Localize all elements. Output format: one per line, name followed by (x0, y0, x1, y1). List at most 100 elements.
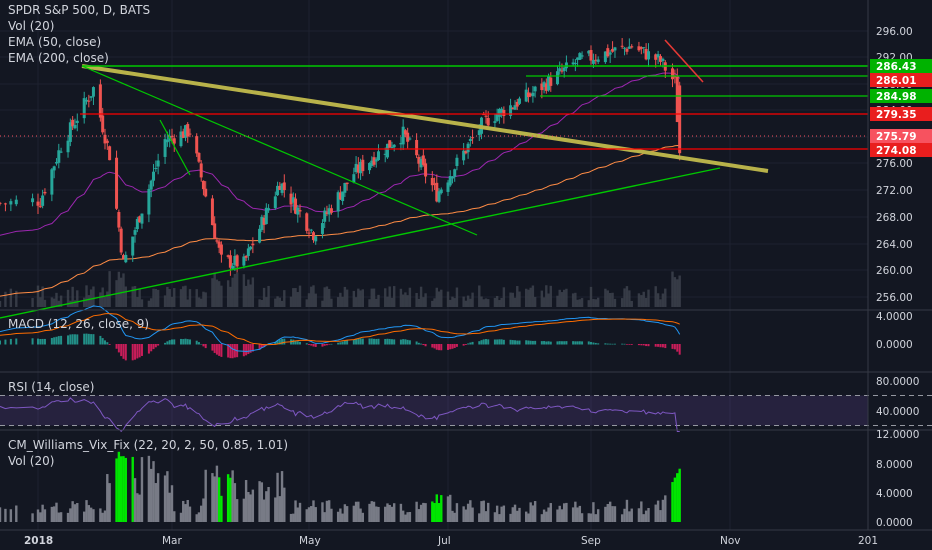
vix-bar (357, 501, 360, 522)
macd-histogram-bar (659, 344, 662, 348)
macd-histogram-bar (560, 341, 563, 345)
volume-bar (516, 286, 519, 307)
volume-bar (131, 286, 134, 307)
macd-label[interactable]: MACD (12, 26, close, 9) (8, 317, 150, 331)
candle-body (345, 182, 349, 185)
macd-histogram-bar (249, 344, 252, 353)
candle-body (66, 140, 70, 153)
rsi-label[interactable]: RSI (14, close) (8, 380, 95, 394)
macd-histogram-bar (53, 337, 56, 345)
time-axis[interactable]: 2018 Mar May Jul Sep Nov 201 (24, 535, 878, 547)
vix-bar (390, 506, 394, 522)
macd-histogram-bar (361, 338, 364, 345)
volume-bar (596, 297, 600, 307)
candle-body (325, 212, 329, 214)
candle-body (170, 136, 174, 138)
macd-histogram-bar (292, 339, 295, 345)
vix-label[interactable]: CM_Williams_Vix_Fix (22, 20, 2, 50, 0.85… (8, 438, 289, 452)
candle-body (0, 202, 2, 204)
macd-histogram-bar (563, 341, 566, 345)
symbol-title[interactable]: SPDR S&P 500, D, BATS (8, 3, 151, 17)
study-vol[interactable]: Vol (20) (8, 19, 55, 33)
macd-histogram-bar (71, 334, 74, 345)
macd-histogram-bar (120, 344, 123, 357)
price-tag-box (870, 129, 932, 143)
macd-histogram-bar (104, 340, 106, 345)
macd-histogram-bar (556, 341, 559, 345)
red-short-line (664, 39, 704, 83)
macd-histogram-bar (215, 344, 218, 355)
volume-bar (182, 286, 185, 307)
volume-bar (576, 299, 579, 307)
vix-bar (596, 509, 600, 522)
vix-bar (578, 505, 582, 522)
volume-bar (354, 297, 358, 307)
yellow-trendline (81, 64, 769, 173)
candle-body (165, 139, 169, 143)
volume-bar (339, 292, 342, 307)
macd-histogram-bar (621, 343, 624, 345)
vix-bar (471, 507, 474, 522)
macd-histogram-bar (90, 334, 93, 345)
macd-histogram-bar (496, 339, 499, 345)
vix-bar (558, 505, 561, 522)
volume-bar (330, 298, 333, 307)
vix-bar (527, 513, 530, 522)
time-axis-label: 201 (858, 535, 878, 547)
vix-bar (213, 476, 216, 522)
time-axis-label: Jul (437, 535, 451, 547)
volume-bar (608, 293, 612, 307)
volume-bar (140, 299, 144, 307)
volume-bar (197, 297, 201, 307)
study-ema-200[interactable]: EMA (200, close) (8, 51, 109, 65)
vix-vol-label[interactable]: Vol (20) (8, 454, 55, 468)
macd-histogram-bar (157, 344, 160, 346)
volume-bar (370, 288, 373, 307)
candle-body (531, 92, 535, 97)
volume-bar (469, 298, 472, 307)
macd-histogram-bar (184, 338, 187, 345)
candle-body (172, 138, 176, 144)
candle-body (320, 223, 324, 234)
macd-histogram-bar (590, 341, 592, 345)
candle-body (453, 169, 457, 177)
study-ema-50[interactable]: EMA (50, close) (8, 35, 102, 49)
macd-histogram-bar (408, 340, 411, 345)
vix-bar (500, 506, 503, 522)
candle-body (226, 255, 230, 257)
vix-bar (235, 499, 239, 522)
macd-histogram-bar (604, 343, 607, 345)
volume-bar (540, 290, 544, 307)
vix-bar (592, 502, 595, 522)
macd-histogram-bar (597, 343, 600, 345)
volume-bar (314, 293, 317, 307)
candle-body (399, 142, 403, 145)
candle-body (361, 159, 365, 172)
macd-histogram-bar (182, 339, 185, 345)
volume-bar (484, 298, 488, 307)
vix-bar (199, 505, 203, 522)
vix-legend: CM_Williams_Vix_Fix (22, 20, 2, 50, 0.85… (8, 437, 288, 469)
macd-histogram-bar (41, 338, 44, 345)
volume-bar (156, 289, 160, 307)
candle-body (108, 146, 112, 161)
candle-body (639, 47, 643, 49)
vix-bar (399, 503, 403, 522)
volume-bar (404, 292, 407, 307)
candle-body (73, 124, 77, 129)
drawn-trendlines[interactable] (0, 39, 868, 319)
vix-bar (179, 512, 183, 522)
pane-separators[interactable] (0, 0, 932, 531)
candle-body (647, 51, 651, 60)
candlesticks (0, 38, 682, 276)
volume-bar (671, 271, 674, 307)
price-tag-text: 284.98 (876, 91, 917, 103)
vix-bar (642, 514, 645, 522)
vix-bar (305, 509, 308, 522)
price-axis-label: 296.00 (876, 26, 913, 38)
macd-histogram-bar (245, 344, 248, 356)
candle-body (181, 131, 185, 138)
candle-body (217, 241, 221, 248)
macd-histogram-bar (438, 344, 441, 351)
